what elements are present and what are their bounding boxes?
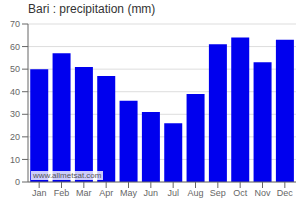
svg-text:Mar: Mar bbox=[76, 188, 92, 198]
svg-text:70: 70 bbox=[10, 19, 20, 29]
svg-text:10: 10 bbox=[10, 155, 20, 165]
svg-text:30: 30 bbox=[10, 109, 20, 119]
svg-text:Oct: Oct bbox=[233, 188, 248, 198]
svg-text:Dec: Dec bbox=[277, 188, 294, 198]
svg-text:Feb: Feb bbox=[54, 188, 70, 198]
svg-text:Jan: Jan bbox=[32, 188, 47, 198]
html-text:www.allmetsat.com: www.allmetsat.com bbox=[33, 171, 102, 180]
svg-text:50: 50 bbox=[10, 64, 20, 74]
svg-text:Aug: Aug bbox=[187, 188, 203, 198]
svg-text:20: 20 bbox=[10, 132, 20, 142]
svg-text:Nov: Nov bbox=[254, 188, 271, 198]
svg-text:May: May bbox=[120, 188, 138, 198]
svg-text:Jun: Jun bbox=[144, 188, 159, 198]
svg-text:40: 40 bbox=[10, 87, 20, 97]
svg-text:60: 60 bbox=[10, 42, 20, 52]
svg-text:0: 0 bbox=[15, 177, 20, 187]
svg-text:Sep: Sep bbox=[210, 188, 226, 198]
html-text:Bari : precipitation (mm): Bari : precipitation (mm) bbox=[28, 2, 156, 16]
svg-text:Jul: Jul bbox=[167, 188, 179, 198]
svg-text:Apr: Apr bbox=[99, 188, 113, 198]
